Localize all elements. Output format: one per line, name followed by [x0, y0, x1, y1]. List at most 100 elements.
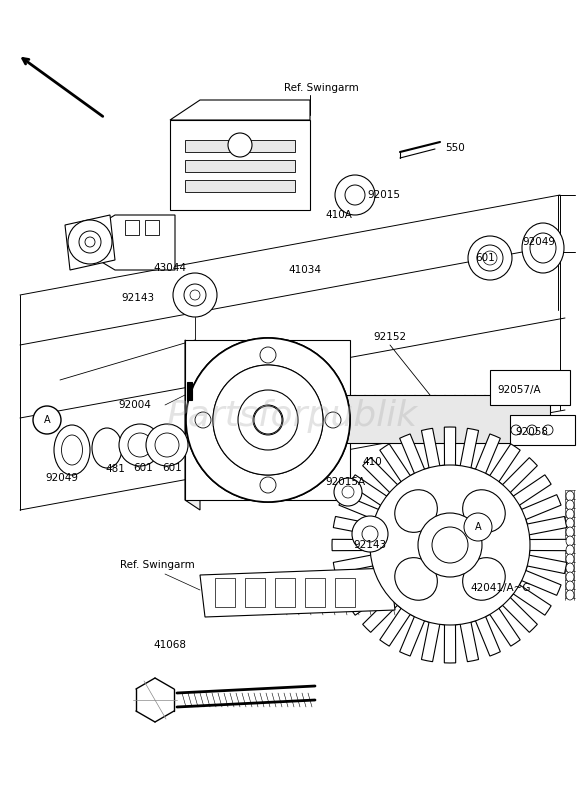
Circle shape: [325, 412, 341, 428]
Circle shape: [186, 338, 350, 502]
Polygon shape: [145, 220, 159, 235]
Ellipse shape: [566, 572, 574, 582]
Circle shape: [190, 290, 200, 300]
Text: 92143: 92143: [353, 540, 387, 550]
Text: 601: 601: [133, 463, 153, 473]
Circle shape: [79, 231, 101, 253]
Text: 550: 550: [445, 143, 465, 153]
Polygon shape: [335, 578, 355, 607]
Circle shape: [195, 412, 211, 428]
Polygon shape: [185, 340, 200, 510]
Circle shape: [527, 425, 537, 435]
Polygon shape: [200, 568, 395, 617]
Text: 410A: 410A: [325, 210, 352, 220]
Circle shape: [362, 526, 378, 542]
Text: 92049: 92049: [46, 473, 78, 483]
Text: 43044: 43044: [154, 263, 186, 273]
Circle shape: [238, 390, 298, 450]
Text: 92152: 92152: [373, 332, 406, 342]
Text: Ref. Swingarm: Ref. Swingarm: [120, 560, 194, 570]
Bar: [345, 395, 550, 443]
Polygon shape: [90, 215, 175, 270]
Ellipse shape: [395, 490, 437, 532]
Circle shape: [418, 513, 482, 577]
Circle shape: [260, 347, 276, 363]
Circle shape: [464, 513, 492, 541]
Text: 601: 601: [162, 463, 182, 473]
Circle shape: [146, 424, 188, 466]
Circle shape: [468, 236, 512, 280]
Circle shape: [335, 175, 375, 215]
Text: 410: 410: [362, 457, 382, 467]
Circle shape: [370, 465, 530, 625]
Text: 41068: 41068: [154, 640, 186, 650]
Circle shape: [173, 273, 217, 317]
Ellipse shape: [566, 518, 574, 528]
Bar: [187, 382, 192, 400]
Text: 481: 481: [105, 464, 125, 474]
Text: 92143: 92143: [121, 293, 155, 303]
Polygon shape: [305, 578, 325, 607]
Circle shape: [119, 424, 161, 466]
Text: A: A: [44, 415, 50, 425]
Ellipse shape: [566, 500, 574, 510]
Circle shape: [254, 406, 282, 434]
Text: Ref. Swingarm: Ref. Swingarm: [284, 83, 359, 93]
Ellipse shape: [463, 490, 505, 532]
Circle shape: [213, 365, 323, 475]
Circle shape: [155, 433, 179, 457]
Text: 92058: 92058: [515, 427, 548, 437]
Ellipse shape: [395, 558, 437, 600]
Ellipse shape: [522, 223, 564, 273]
Ellipse shape: [566, 581, 574, 591]
Text: 92004: 92004: [119, 400, 151, 410]
Ellipse shape: [566, 563, 574, 573]
Ellipse shape: [463, 558, 505, 600]
Circle shape: [184, 284, 206, 306]
Ellipse shape: [566, 590, 574, 600]
Polygon shape: [332, 427, 568, 663]
Text: Z: Z: [427, 536, 453, 574]
Circle shape: [33, 406, 61, 434]
Text: 92015: 92015: [367, 190, 400, 200]
Ellipse shape: [566, 536, 574, 546]
Text: 601: 601: [475, 253, 495, 263]
Ellipse shape: [566, 554, 574, 564]
Circle shape: [342, 486, 354, 498]
Text: Partsforpublik: Partsforpublik: [166, 399, 418, 433]
Polygon shape: [170, 100, 310, 120]
Ellipse shape: [566, 491, 574, 501]
Circle shape: [432, 527, 468, 563]
Bar: [510, 415, 575, 445]
Circle shape: [260, 477, 276, 493]
Circle shape: [483, 251, 497, 265]
Circle shape: [228, 133, 252, 157]
Ellipse shape: [566, 545, 574, 555]
Polygon shape: [125, 220, 139, 235]
Ellipse shape: [566, 527, 574, 537]
Text: 92015A: 92015A: [325, 477, 365, 487]
Polygon shape: [185, 160, 295, 172]
Ellipse shape: [54, 425, 90, 475]
Ellipse shape: [566, 509, 574, 519]
Text: 41034: 41034: [288, 265, 322, 275]
Polygon shape: [185, 340, 350, 500]
Text: 92057/A: 92057/A: [497, 385, 541, 395]
Polygon shape: [170, 120, 310, 210]
Circle shape: [352, 516, 388, 552]
Circle shape: [511, 425, 521, 435]
Circle shape: [345, 185, 365, 205]
Circle shape: [128, 433, 152, 457]
Polygon shape: [245, 578, 265, 607]
Polygon shape: [185, 180, 295, 192]
Polygon shape: [185, 140, 295, 152]
Polygon shape: [215, 578, 235, 607]
Text: 42041/A~G: 42041/A~G: [470, 583, 530, 593]
Circle shape: [253, 405, 283, 435]
Bar: [490, 370, 570, 405]
Circle shape: [543, 425, 553, 435]
Circle shape: [238, 390, 298, 450]
Circle shape: [477, 245, 503, 271]
Text: 92049: 92049: [522, 237, 555, 247]
Circle shape: [186, 338, 350, 502]
